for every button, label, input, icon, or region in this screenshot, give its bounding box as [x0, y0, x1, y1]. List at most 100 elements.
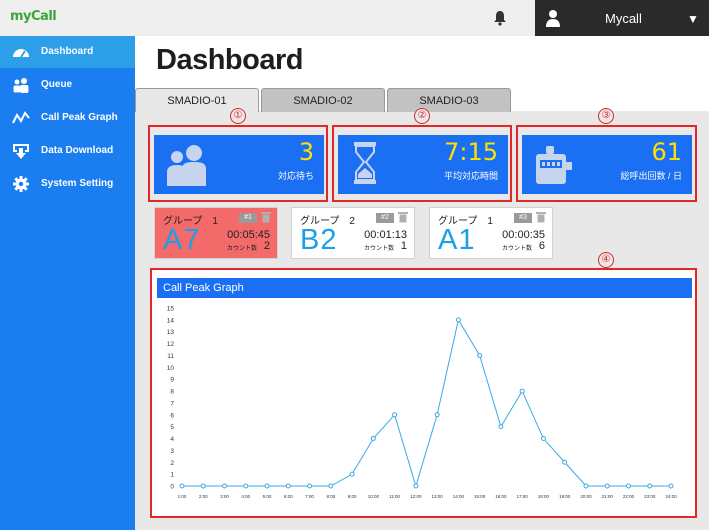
queue-count: 2 — [263, 240, 270, 252]
queue-wait-time: 00:01:13 — [364, 229, 407, 241]
y-tick-label: 5 — [170, 424, 174, 431]
trash-icon[interactable] — [398, 211, 408, 223]
gear-icon — [13, 176, 29, 192]
queue-ticket-code: A1 — [438, 224, 476, 256]
sidebar-item-label: Data Download — [41, 145, 114, 156]
data-point — [434, 412, 440, 418]
x-tick-label: 3:00 — [220, 494, 229, 499]
user-name: Mycall — [605, 11, 642, 26]
x-tick-label: 12:00 — [410, 494, 422, 499]
bell-icon[interactable] — [491, 9, 509, 27]
y-tick-label: 8 — [170, 389, 174, 396]
trash-icon[interactable] — [536, 211, 546, 223]
marker-1: ① — [230, 108, 246, 124]
sidebar-item-label: Queue — [41, 79, 73, 90]
queue-badge: #2 — [376, 213, 394, 223]
queue-card-1[interactable]: グループ 1 #1 A7 00:05:45 カウント数 2 — [154, 207, 278, 259]
x-tick-label: 21:00 — [602, 494, 614, 499]
data-point — [604, 483, 610, 489]
data-point — [625, 483, 631, 489]
stat-card-waiting: 3 対応待ち — [154, 135, 324, 194]
y-tick-label: 9 — [170, 377, 174, 384]
queue-count-label: カウント数 — [364, 246, 395, 252]
x-tick-label: 23:00 — [644, 494, 656, 499]
data-point — [540, 436, 546, 442]
stat-card-avg-time: 7:15 平均対応時間 — [338, 135, 508, 194]
waiting-label: 対応待ち — [277, 171, 314, 181]
x-tick-label: 5:00 — [263, 494, 272, 499]
data-point — [413, 483, 419, 489]
queue-count: 1 — [400, 240, 407, 252]
sidebar-item-queue[interactable]: Queue — [0, 69, 135, 101]
x-tick-label: 16:00 — [495, 494, 507, 499]
series-line — [182, 318, 671, 488]
x-tick-label: 7:00 — [305, 494, 314, 499]
trash-icon[interactable] — [261, 211, 271, 223]
x-tick-label: 2:00 — [199, 494, 208, 499]
data-point — [583, 483, 589, 489]
data-point — [477, 352, 483, 358]
queue-wait-time: 00:00:35 — [502, 229, 545, 241]
y-tick-label: 0 — [170, 484, 174, 491]
sidebar-item-dashboard[interactable]: Dashboard — [0, 36, 135, 68]
counter-icon — [536, 146, 572, 184]
data-point — [264, 483, 270, 489]
x-tick-label: 9:00 — [348, 494, 357, 499]
x-tick-label: 14:00 — [453, 494, 465, 499]
y-tick-label: 14 — [167, 317, 175, 324]
stat-frame-3 — [516, 125, 697, 202]
x-tick-label: 6:00 — [284, 494, 293, 499]
sidebar-item-call-peak-graph[interactable]: Call Peak Graph — [0, 102, 135, 134]
data-point — [668, 483, 674, 489]
data-point — [179, 483, 185, 489]
data-point — [519, 388, 525, 394]
queue-group-name: グループ 1 — [438, 216, 493, 227]
people-queue-icon — [13, 78, 29, 93]
x-tick-label: 11:00 — [389, 494, 400, 499]
data-point — [498, 424, 504, 430]
y-tick-label: 3 — [170, 448, 174, 455]
total-calls-value: 61 — [651, 138, 682, 166]
data-point — [307, 483, 313, 489]
user-icon — [546, 10, 560, 27]
y-tick-label: 6 — [170, 412, 174, 419]
queue-count-label: カウント数 — [227, 246, 258, 252]
marker-4: ④ — [598, 252, 614, 268]
stat-frame-1 — [148, 125, 328, 202]
app-logo[interactable]: myCall — [10, 9, 57, 24]
x-tick-label: 24:00 — [665, 494, 677, 499]
data-point — [328, 483, 334, 489]
x-tick-label: 1:00 — [178, 494, 187, 499]
queue-count: 6 — [538, 240, 545, 252]
x-tick-label: 15:00 — [474, 494, 486, 499]
avg-time-label: 平均対応時間 — [443, 171, 498, 181]
queue-count-label: カウント数 — [502, 246, 533, 252]
x-tick-label: 10:00 — [368, 494, 380, 499]
x-tick-label: 18:00 — [538, 494, 550, 499]
y-tick-label: 10 — [167, 365, 175, 372]
call-peak-graph-panel: Call Peak Graph 0 1 2 3 4 5 6 7 8 9 10 11 12 13 14 15 1:… — [150, 268, 697, 518]
people-icon — [167, 145, 206, 186]
sidebar-item-data-download[interactable]: Data Download — [0, 135, 135, 167]
sidebar-item-label: Dashboard — [41, 46, 94, 57]
dropdown-caret-icon: ▼ — [687, 12, 699, 26]
user-menu[interactable]: Mycall ▼ — [535, 0, 709, 36]
x-tick-label: 13:00 — [431, 494, 443, 499]
sidebar-item-system-setting[interactable]: System Setting — [0, 168, 135, 200]
queue-ticket-code: B2 — [300, 224, 338, 256]
tab-smadio-02[interactable]: SMADIO-02 — [261, 88, 385, 112]
data-point — [243, 483, 249, 489]
data-point — [455, 317, 461, 323]
tab-smadio-03[interactable]: SMADIO-03 — [387, 88, 511, 112]
queue-card-3[interactable]: グループ 1 #3 A1 00:00:35 カウント数 6 — [429, 207, 553, 259]
y-tick-label: 12 — [167, 341, 175, 348]
y-tick-label: 15 — [167, 306, 175, 313]
page-title: Dashboard — [156, 44, 303, 76]
x-tick-label: 20:00 — [580, 494, 592, 499]
y-tick-label: 13 — [167, 329, 175, 336]
queue-wait-time: 00:05:45 — [227, 229, 270, 241]
queue-card-2[interactable]: グループ 2 #2 B2 00:01:13 カウント数 1 — [291, 207, 415, 259]
graph-title: Call Peak Graph — [157, 278, 692, 298]
dashboard-gauge-icon — [13, 49, 29, 58]
data-point — [370, 436, 376, 442]
